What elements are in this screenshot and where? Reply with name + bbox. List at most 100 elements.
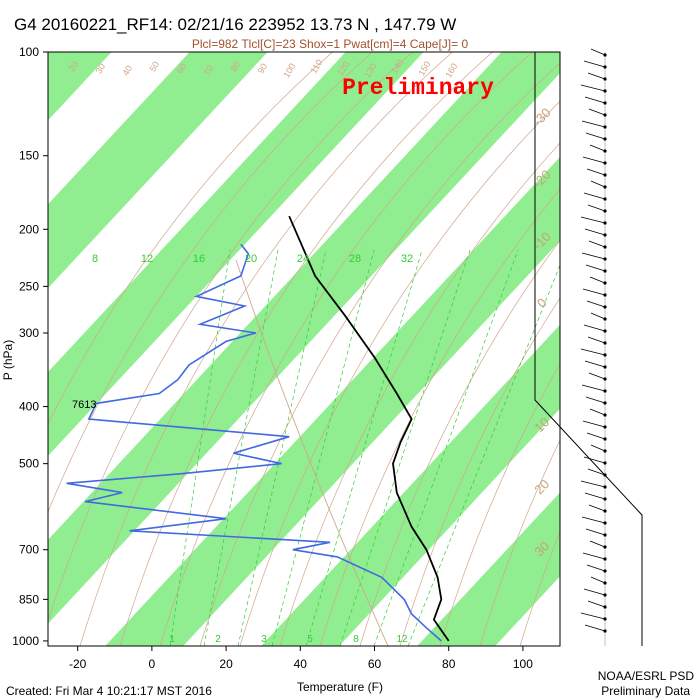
- theta-label: 90: [256, 62, 270, 76]
- y-tick-label: 1000: [12, 634, 39, 648]
- dry-adiabat-line: [519, 530, 560, 646]
- wind-barb: [586, 300, 606, 308]
- plot-frame: [47, 51, 561, 647]
- dry-adiabat-line: [479, 439, 560, 646]
- y-tick-label: 500: [19, 457, 39, 471]
- wind-barb: [581, 516, 606, 524]
- theta-label: 70: [202, 64, 216, 78]
- isotherm-band: [261, 324, 560, 646]
- wind-barb: [583, 192, 606, 200]
- moist-adiabat-line: [235, 259, 389, 646]
- wind-barb: [589, 276, 606, 284]
- wind-barb: [585, 396, 606, 404]
- dewpoint-trace: [66, 243, 442, 642]
- chart-parameters: Plcl=982 Tlcl[C]=23 Shox=1 Pwat[cm]=4 Ca…: [192, 37, 469, 51]
- mixing-ratio-label: 8: [353, 634, 359, 645]
- wind-barb: [587, 72, 606, 80]
- wind-barb: [588, 240, 606, 248]
- mixing-ratio-line: [305, 249, 423, 646]
- wind-barb: [582, 156, 606, 164]
- dry-adiabat-line: [79, 52, 454, 646]
- mixing-ratio-label: 32: [401, 253, 413, 265]
- theta-label: 60: [175, 62, 189, 76]
- isotherm-band: [48, 52, 268, 289]
- wind-barb: [585, 132, 606, 140]
- wind-barb: [589, 144, 606, 152]
- theta-label: 40: [121, 64, 135, 78]
- dry-adiabat-line: [279, 142, 560, 646]
- wind-barb: [588, 504, 606, 512]
- mixing-ratio-label: 12: [141, 253, 153, 265]
- mixing-ratio-label: 24: [297, 253, 309, 265]
- wind-barb: [586, 564, 606, 572]
- preliminary-stamp: Preliminary: [342, 75, 494, 101]
- y-axis-label: P (hPa): [1, 340, 15, 380]
- mixing-ratio-label: 16: [193, 253, 205, 265]
- dry-adiabat-line: [239, 100, 560, 646]
- y-tick-label: 200: [19, 222, 39, 236]
- isotherm-band: [536, 0, 700, 686]
- wind-barb: [587, 336, 606, 344]
- wind-barb: [584, 228, 606, 236]
- isotherm-band: [417, 492, 560, 646]
- wind-barb: [586, 168, 606, 176]
- wind-barb: [590, 180, 606, 188]
- wind-barb: [585, 264, 606, 272]
- wind-barb: [582, 552, 606, 560]
- dry-adiabat-line: [119, 52, 494, 646]
- temperature-trace: [288, 215, 450, 642]
- x-tick-label: 40: [294, 657, 308, 671]
- dry-adiabat-line: [199, 62, 560, 646]
- wind-barb: [581, 384, 606, 392]
- theta-label: 80: [229, 60, 243, 74]
- theta-label: 110: [308, 58, 324, 75]
- theta-label: 100: [281, 61, 297, 79]
- theta-label: 50: [148, 60, 162, 74]
- mixing-ratio-line: [373, 249, 519, 646]
- y-tick-label: 850: [19, 592, 39, 606]
- dry-adiabat-line: [399, 297, 560, 646]
- isotherm-band: [692, 0, 700, 686]
- wind-barb: [587, 600, 606, 608]
- theta-label: 30: [94, 62, 108, 76]
- wind-barb: [589, 540, 606, 548]
- x-axis-label: Temperature (F): [297, 680, 383, 694]
- dry-adiabat-line: [359, 239, 560, 646]
- isotherm-band: [48, 52, 424, 456]
- dry-adiabat-line: [559, 644, 560, 646]
- wind-barb: [583, 60, 606, 68]
- isotherm-label: -30: [530, 105, 554, 129]
- y-tick-label: 400: [19, 400, 39, 414]
- wind-barb: [588, 108, 606, 116]
- wind-barb: [590, 444, 606, 452]
- wind-barb: [587, 204, 606, 212]
- x-tick-label: 60: [368, 657, 382, 671]
- y-tick-label: 700: [19, 543, 39, 557]
- wind-barb: [583, 456, 606, 464]
- wind-barb: [587, 468, 606, 476]
- mixing-ratio-label: 5: [307, 634, 313, 645]
- wind-barb: [585, 528, 606, 536]
- organization-label: NOAA/ESRL PSD: [598, 669, 695, 683]
- mixing-ratio-line: [271, 249, 375, 646]
- wind-barb: [588, 372, 606, 380]
- wind-panel-border: [534, 52, 643, 646]
- mixing-ratio-line: [407, 264, 560, 646]
- mixing-ratio-line: [169, 249, 231, 646]
- guide-lines: [48, 52, 560, 646]
- y-tick-label: 100: [19, 45, 39, 59]
- wind-barb: [580, 216, 606, 224]
- wind-barb: [584, 624, 606, 632]
- wind-barb: [584, 360, 606, 368]
- mixing-ratio-label: 1: [169, 634, 175, 645]
- wind-barb: [580, 612, 606, 620]
- isotherm-band: [105, 156, 560, 646]
- dry-adiabat-line: [48, 52, 374, 513]
- mixing-ratio-label: 8: [92, 253, 98, 265]
- y-tick-label: 150: [19, 149, 39, 163]
- dry-adiabat-line: [439, 363, 560, 646]
- dry-adiabat-line: [319, 188, 560, 646]
